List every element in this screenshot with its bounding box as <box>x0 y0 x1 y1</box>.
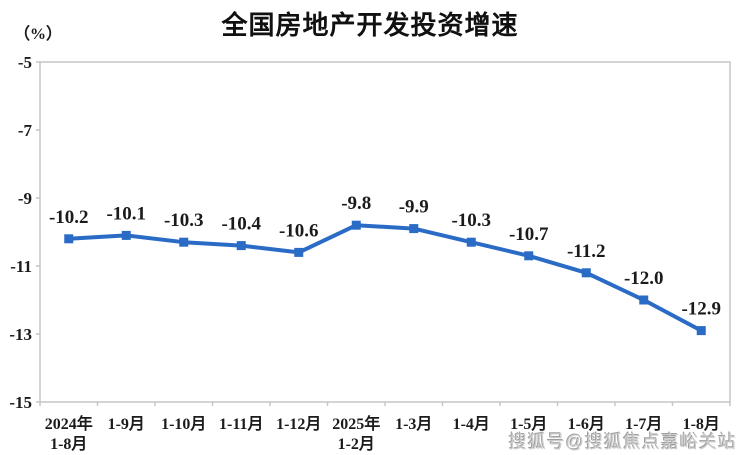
x-axis-category-label: 2025年 1-2月 <box>332 414 380 453</box>
plot-border <box>39 61 731 403</box>
x-axis-category-label: 1-10月 <box>161 415 206 433</box>
x-axis-category-label: 1-4月 <box>453 415 490 433</box>
chart-title: 全国房地产开发投资增速 <box>221 10 519 40</box>
data-point-marker <box>294 247 304 257</box>
data-point-marker <box>64 234 74 244</box>
y-axis-tick-label: -9 <box>18 189 32 208</box>
watermark-text: 搜狐号@搜狐焦点嘉峪关站 <box>508 432 737 452</box>
x-axis-category-label: 1-12月 <box>276 415 321 433</box>
data-point-label: -10.4 <box>221 214 261 235</box>
data-point-label: -10.3 <box>164 210 204 231</box>
data-point-marker <box>581 268 591 278</box>
x-axis-category-label: 1-6月 <box>568 415 605 433</box>
y-axis-tick-label: -13 <box>9 325 32 344</box>
x-axis-category-label: 1-3月 <box>395 415 432 433</box>
data-point-label: -10.1 <box>106 203 146 224</box>
data-point-marker <box>236 241 246 251</box>
x-axis-category-label: 2024年 1-8月 <box>45 414 93 453</box>
data-point-marker <box>179 237 189 247</box>
data-series-line <box>66 223 704 333</box>
data-point-marker <box>639 295 649 305</box>
data-point-label: -9.8 <box>341 193 371 214</box>
data-point-label: -10.7 <box>509 224 549 245</box>
data-point-marker <box>351 220 361 230</box>
data-point-marker <box>121 230 131 240</box>
y-axis-tick-label: -11 <box>10 257 32 276</box>
data-point-label: -10.3 <box>451 210 491 231</box>
y-axis-tick-label: -5 <box>18 53 32 72</box>
x-axis-category-label: 1-7月 <box>625 415 662 433</box>
x-axis-category-label: 1-8月 <box>683 415 720 433</box>
x-axis-category-label: 1-9月 <box>108 415 145 433</box>
data-point-marker <box>409 224 419 234</box>
y-axis-tick-label: -15 <box>9 393 32 412</box>
data-point-marker <box>696 326 706 336</box>
data-point-label: -10.2 <box>49 207 89 228</box>
y-axis-tick-label: -7 <box>18 121 33 140</box>
data-point-label: -9.9 <box>399 197 429 218</box>
data-point-label: -12.0 <box>624 268 664 289</box>
y-axis-unit-label: （%） <box>14 26 63 43</box>
data-point-marker <box>466 237 476 247</box>
x-axis-category-label: 1-11月 <box>219 415 263 433</box>
x-axis-category-label: 1-5月 <box>510 415 547 433</box>
data-point-marker <box>524 251 534 261</box>
data-point-label: -11.2 <box>567 241 606 262</box>
data-point-label: -12.9 <box>681 299 721 320</box>
data-point-label: -10.6 <box>279 220 319 241</box>
